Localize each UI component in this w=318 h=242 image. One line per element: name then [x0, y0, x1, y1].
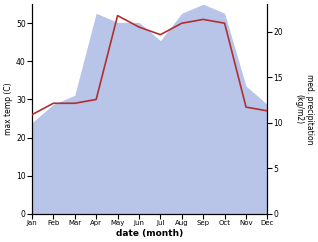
X-axis label: date (month): date (month) — [116, 229, 183, 238]
Y-axis label: max temp (C): max temp (C) — [4, 83, 13, 135]
Y-axis label: med. precipitation
(kg/m2): med. precipitation (kg/m2) — [294, 74, 314, 144]
